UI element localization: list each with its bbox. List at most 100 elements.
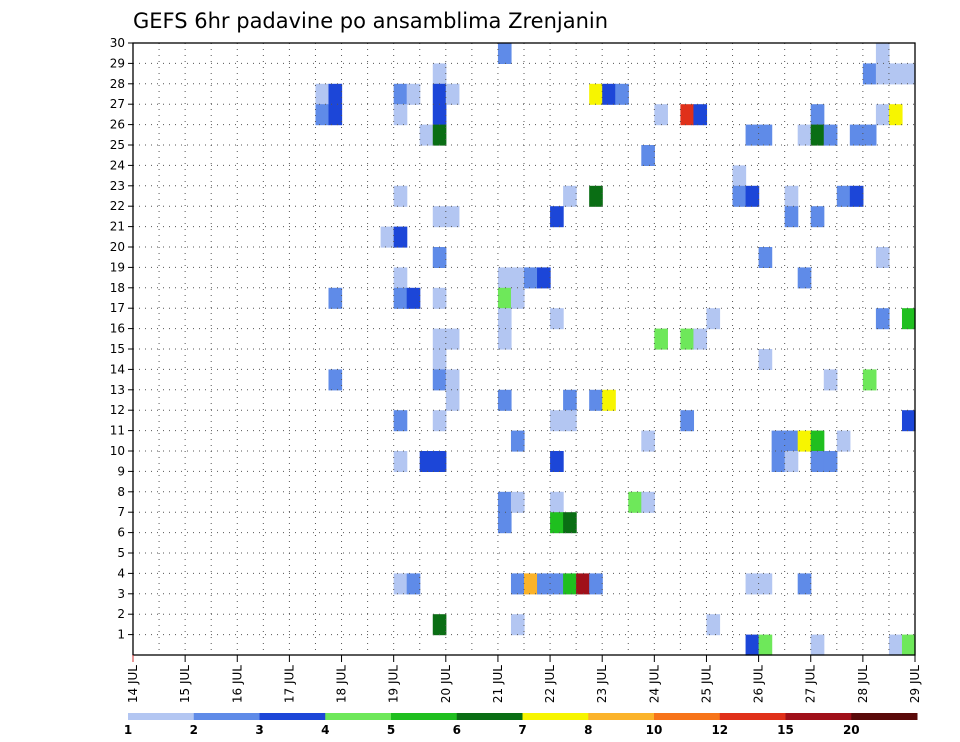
heatmap-cell — [419, 451, 434, 472]
heatmap-cell — [797, 124, 812, 146]
heatmap-cell — [328, 369, 343, 391]
heatmap-cell — [510, 614, 525, 636]
colorbar-label: 1 — [124, 723, 132, 737]
heatmap-cell — [445, 83, 460, 105]
heatmap-cell — [758, 634, 773, 656]
heatmap-cell — [550, 410, 564, 432]
x-tick-label: 19 JUL — [387, 665, 401, 703]
y-tick-label: 10 — [110, 444, 125, 458]
heatmap-cell — [589, 573, 603, 595]
heatmap-cell — [641, 430, 655, 452]
chart-title: GEFS 6hr padavine po ansamblima Zrenjani… — [133, 9, 608, 33]
colorbar-swatch — [654, 713, 721, 720]
grid-lines — [133, 43, 915, 655]
heatmap-cell — [432, 63, 447, 85]
heatmap-cell — [888, 104, 903, 126]
heatmap-cell — [680, 410, 695, 432]
heatmap-cell — [419, 124, 434, 146]
heatmap-cell — [732, 165, 747, 187]
x-tick-label: 24 JUL — [647, 665, 661, 703]
heatmap-cell — [823, 124, 838, 146]
heatmap-cell — [550, 206, 564, 228]
heatmap-cell — [432, 410, 447, 432]
heatmap-cell — [445, 389, 460, 411]
heatmap-cell — [445, 206, 460, 228]
heatmap-cell — [497, 287, 512, 309]
heatmap-cell — [510, 430, 525, 452]
y-tick-label: 20 — [110, 240, 125, 254]
heatmap-cell — [445, 328, 460, 350]
heatmap-cell — [901, 308, 916, 330]
heatmap-cell — [810, 430, 825, 452]
heatmap-cell — [745, 124, 760, 146]
y-tick-label: 23 — [110, 179, 125, 193]
heatmap-cell — [784, 451, 799, 472]
colorbar-swatch — [851, 713, 918, 720]
colorbar-label: 2 — [190, 723, 198, 737]
heatmap-cell — [758, 349, 773, 370]
heatmap-cell — [432, 104, 447, 126]
x-tick-label: 25 JUL — [700, 665, 714, 703]
heatmap-cell — [393, 226, 408, 248]
heatmap-cell — [510, 491, 525, 513]
heatmap-cell — [849, 124, 864, 146]
heatmap-cell — [654, 328, 668, 350]
colorbar-label: 8 — [584, 723, 592, 737]
heatmap-cell — [589, 83, 603, 105]
heatmap-cell — [875, 104, 890, 126]
heatmap-cell — [393, 185, 408, 207]
heatmap-cell — [550, 451, 564, 472]
x-tick-label: 22 JUL — [543, 665, 557, 703]
heatmap-cell — [497, 43, 512, 64]
heatmap-cell — [589, 185, 603, 207]
y-tick-label: 14 — [110, 362, 125, 376]
heatmap-cell — [784, 430, 799, 452]
heatmap-cell — [810, 124, 825, 146]
heatmap-cell — [328, 83, 343, 105]
heatmap-cell — [758, 247, 773, 268]
colorbar-swatch — [128, 713, 195, 720]
colorbar-swatch — [391, 713, 458, 720]
heatmap-cell — [862, 124, 877, 146]
heatmap-cell — [432, 124, 447, 146]
heatmap-cell — [445, 369, 460, 391]
x-tick-label: 17 JUL — [282, 665, 296, 703]
heatmap-cell — [406, 287, 421, 309]
y-tick-label: 5 — [117, 546, 125, 560]
heatmap-cell — [706, 308, 721, 330]
colorbar-label: 20 — [843, 723, 860, 737]
heatmap-cell — [745, 634, 760, 656]
y-tick-label: 16 — [110, 322, 125, 336]
y-tick-label: 24 — [110, 158, 125, 172]
y-tick-label: 3 — [117, 587, 125, 601]
heatmap-cell — [393, 410, 408, 432]
colorbar-label: 4 — [321, 723, 329, 737]
colorbar: 1 2 3 4 5 6 7 8 10 12 15 20 — [124, 713, 918, 737]
heatmap-cell — [758, 573, 773, 595]
y-tick-label: 11 — [110, 424, 125, 438]
y-tick-label: 29 — [110, 56, 125, 70]
heatmap-cell — [615, 83, 629, 105]
heatmap-cell — [406, 573, 421, 595]
y-tick-label: 13 — [110, 383, 125, 397]
y-tick-label: 2 — [117, 607, 125, 621]
heatmap-cell — [393, 573, 408, 595]
heatmap-cell — [432, 247, 447, 268]
heatmap-cell — [315, 104, 330, 126]
y-tick-label: 4 — [117, 566, 125, 580]
heatmap-cell — [654, 104, 668, 126]
heatmap-cell — [510, 287, 525, 309]
heatmap-cell — [784, 206, 799, 228]
colorbar-label: 10 — [646, 723, 663, 737]
colorbar-label: 3 — [255, 723, 263, 737]
y-tick-label: 7 — [117, 505, 125, 519]
y-tick-label: 17 — [110, 301, 125, 315]
heatmap-cell — [758, 124, 773, 146]
x-tick-label: 18 JUL — [335, 665, 349, 703]
heatmap-cell — [328, 104, 343, 126]
heatmap-cell — [393, 267, 408, 289]
heatmap-cell — [393, 83, 408, 105]
heatmap-cell — [497, 491, 512, 513]
heatmap-cell — [432, 206, 447, 228]
